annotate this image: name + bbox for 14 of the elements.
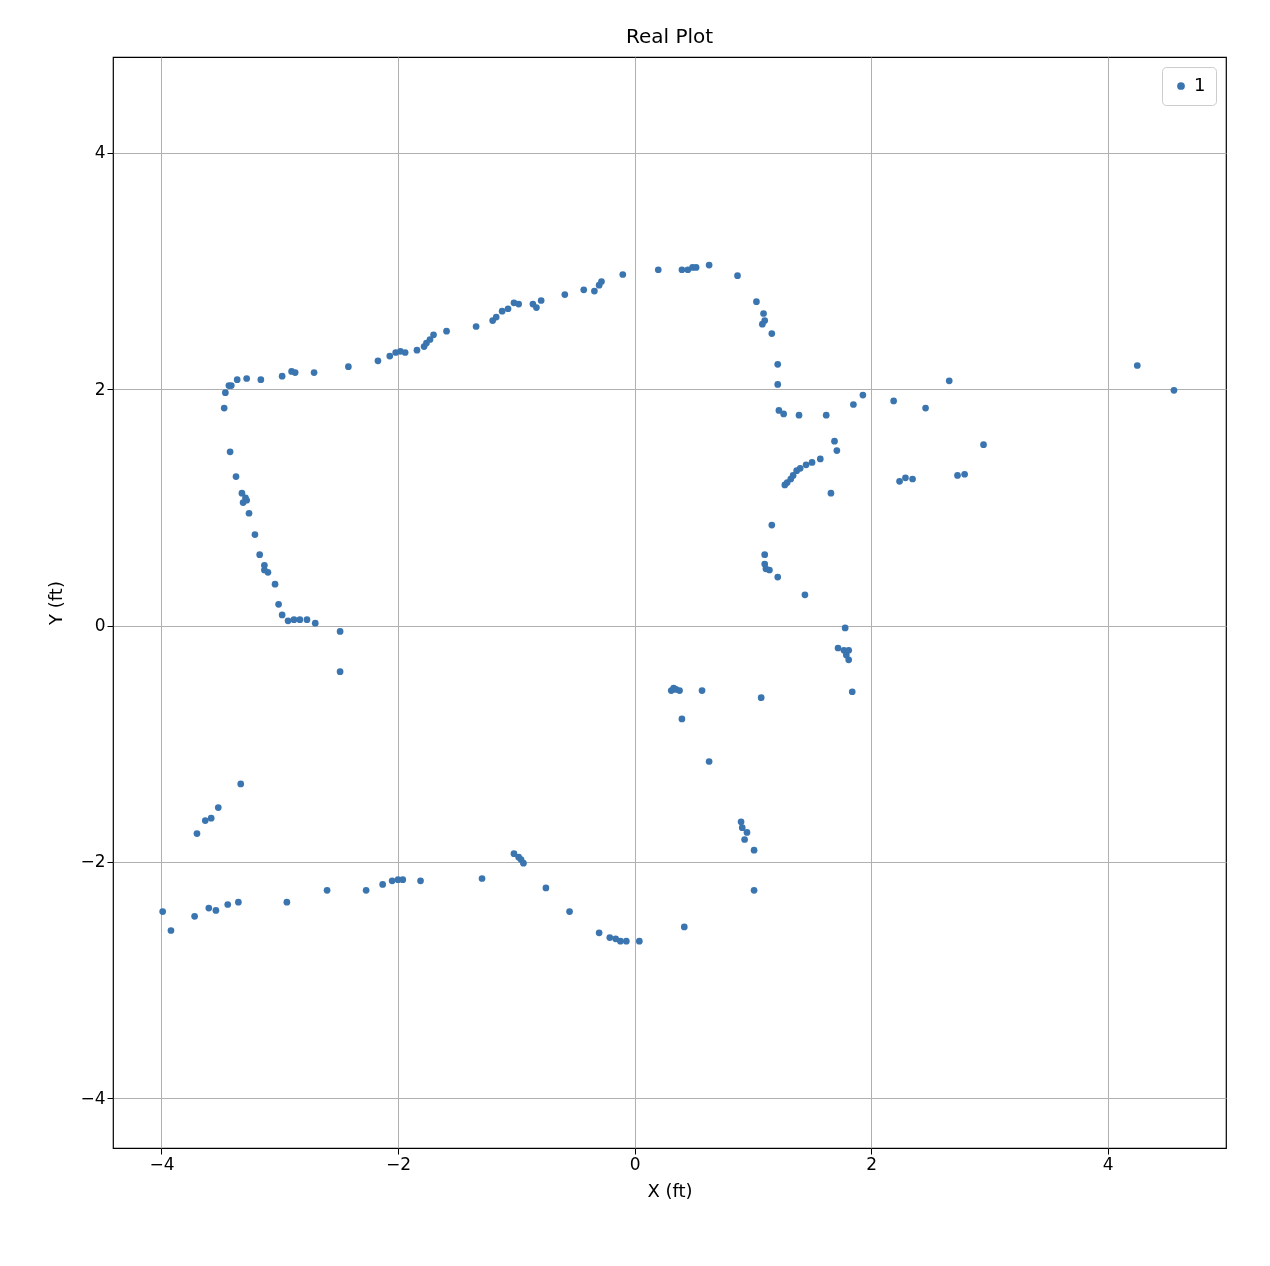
x-tick-label: −4	[149, 1153, 175, 1174]
y-tick-label: 2	[94, 378, 106, 399]
x-tick-label: 0	[629, 1153, 641, 1174]
y-tick-label: 0	[94, 615, 106, 636]
chart-title: Real Plot	[625, 24, 714, 48]
x-tick-label: 4	[1102, 1153, 1114, 1174]
legend-label: 1	[1194, 74, 1206, 95]
y-tick-label: −4	[80, 1087, 106, 1108]
y-tick-label: −2	[80, 851, 106, 872]
x-tick-label: −2	[386, 1153, 412, 1174]
x-tick-label: 2	[866, 1153, 878, 1174]
x-axis-title: X (ft)	[647, 1179, 693, 1201]
y-tick-label: 4	[94, 142, 106, 163]
y-axis-title: Y (ft)	[45, 581, 67, 626]
